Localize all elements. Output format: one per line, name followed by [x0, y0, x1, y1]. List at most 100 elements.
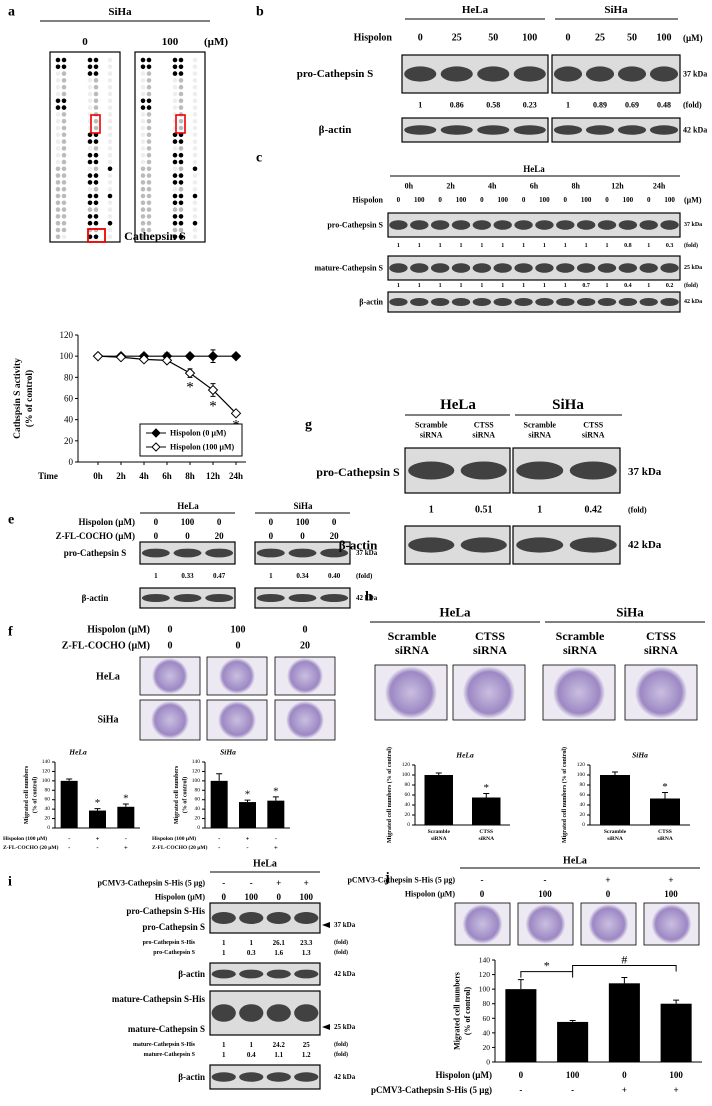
array-spot	[192, 91, 198, 97]
array-spot	[178, 186, 184, 192]
array-spot	[107, 166, 113, 172]
array-spot	[172, 91, 178, 97]
array-spot	[146, 105, 152, 110]
y-tick-label: 100	[479, 985, 491, 994]
bar	[600, 775, 630, 825]
label: 100	[539, 196, 550, 204]
bar	[60, 780, 78, 828]
y-tick-label: 100	[42, 778, 51, 784]
y-tick-label: 60	[195, 797, 201, 803]
array-spot	[192, 193, 198, 199]
label: 100	[566, 1070, 580, 1080]
label: 1	[585, 243, 588, 249]
array-spot	[93, 91, 99, 97]
array-spot	[178, 220, 184, 226]
annotation: *	[544, 959, 550, 973]
array-spot	[55, 57, 61, 63]
label: HeLa	[96, 672, 120, 683]
array-spot	[93, 146, 99, 151]
label: 1	[397, 283, 400, 289]
well	[152, 658, 188, 694]
y-tick-label: 60	[580, 792, 586, 798]
array-spot	[55, 105, 61, 110]
label: 42 kDa	[683, 126, 707, 135]
label: 0.7	[582, 283, 590, 289]
label: siRNA	[473, 643, 507, 657]
array-spot	[107, 118, 113, 124]
y-tick-label: 100	[192, 778, 201, 784]
label: Hispolon (µM)	[79, 517, 135, 527]
label: 1	[222, 1051, 226, 1059]
well	[588, 904, 629, 944]
error-bar	[94, 808, 101, 811]
array-spot	[172, 214, 178, 219]
annotation: *	[209, 398, 217, 414]
label: pro-Cathepsin S	[64, 548, 127, 558]
y-tick-label: 120	[402, 762, 411, 768]
label: 1	[647, 283, 650, 289]
band	[493, 220, 512, 230]
array-spot	[93, 234, 99, 240]
y-tick-label: 40	[405, 802, 411, 808]
y-tick-label: 20	[45, 816, 51, 822]
blot	[209, 962, 321, 986]
label: HeLa	[253, 859, 277, 870]
band	[639, 263, 658, 273]
y-tick-label: 40	[483, 1028, 491, 1037]
label: 1	[269, 572, 273, 580]
array-spot	[93, 173, 99, 178]
array-spot	[178, 152, 184, 158]
array-spot	[55, 112, 61, 117]
label: 0	[185, 531, 190, 541]
array-spot	[192, 132, 198, 138]
well	[151, 701, 189, 739]
array-spot	[55, 180, 61, 185]
label: Hispolon (µM)	[87, 625, 150, 636]
label: 100	[657, 33, 672, 44]
y-axis-label: Migrated cell numbers	[24, 765, 30, 824]
array-spot	[178, 173, 184, 178]
label: 6h	[530, 182, 539, 191]
label: 0	[277, 892, 282, 902]
highlight	[175, 114, 186, 134]
label: 50	[488, 33, 498, 44]
label: 100	[522, 33, 537, 44]
array-spot	[146, 112, 152, 117]
well	[525, 904, 566, 944]
label: 1	[418, 283, 421, 289]
condition-label: Hispolon (µM)	[436, 1070, 492, 1080]
array-spot	[140, 78, 146, 83]
label: 24.2	[273, 1041, 286, 1049]
marker	[184, 367, 196, 379]
band	[408, 461, 455, 480]
band	[514, 298, 533, 306]
y-tick-label: 0	[486, 1058, 490, 1067]
label: 0	[622, 1070, 627, 1080]
y-tick-label: 140	[192, 759, 201, 765]
annotation: *	[245, 789, 251, 801]
label: SiHa	[604, 4, 628, 16]
label: 42 kDa	[334, 1073, 356, 1081]
x-tick-label: 6h	[162, 471, 172, 481]
y-tick-label: 40	[64, 415, 74, 425]
band	[266, 912, 291, 924]
band	[649, 125, 679, 135]
array-spot	[87, 64, 93, 70]
band	[460, 461, 507, 480]
label: 42 kDa	[356, 594, 378, 602]
array-spot	[61, 98, 67, 104]
array-spot	[172, 57, 178, 63]
label: 1	[647, 243, 650, 249]
band	[294, 1004, 319, 1022]
label: 0	[566, 33, 571, 44]
label: 0	[236, 641, 241, 652]
label: +	[274, 845, 278, 852]
well	[651, 904, 692, 944]
label: 0	[217, 517, 222, 527]
array-spot	[178, 118, 184, 124]
array-spot	[61, 112, 67, 117]
label: 0	[564, 196, 568, 204]
highlight	[90, 114, 101, 134]
label: -	[246, 845, 248, 852]
label: 0.3	[666, 243, 674, 249]
